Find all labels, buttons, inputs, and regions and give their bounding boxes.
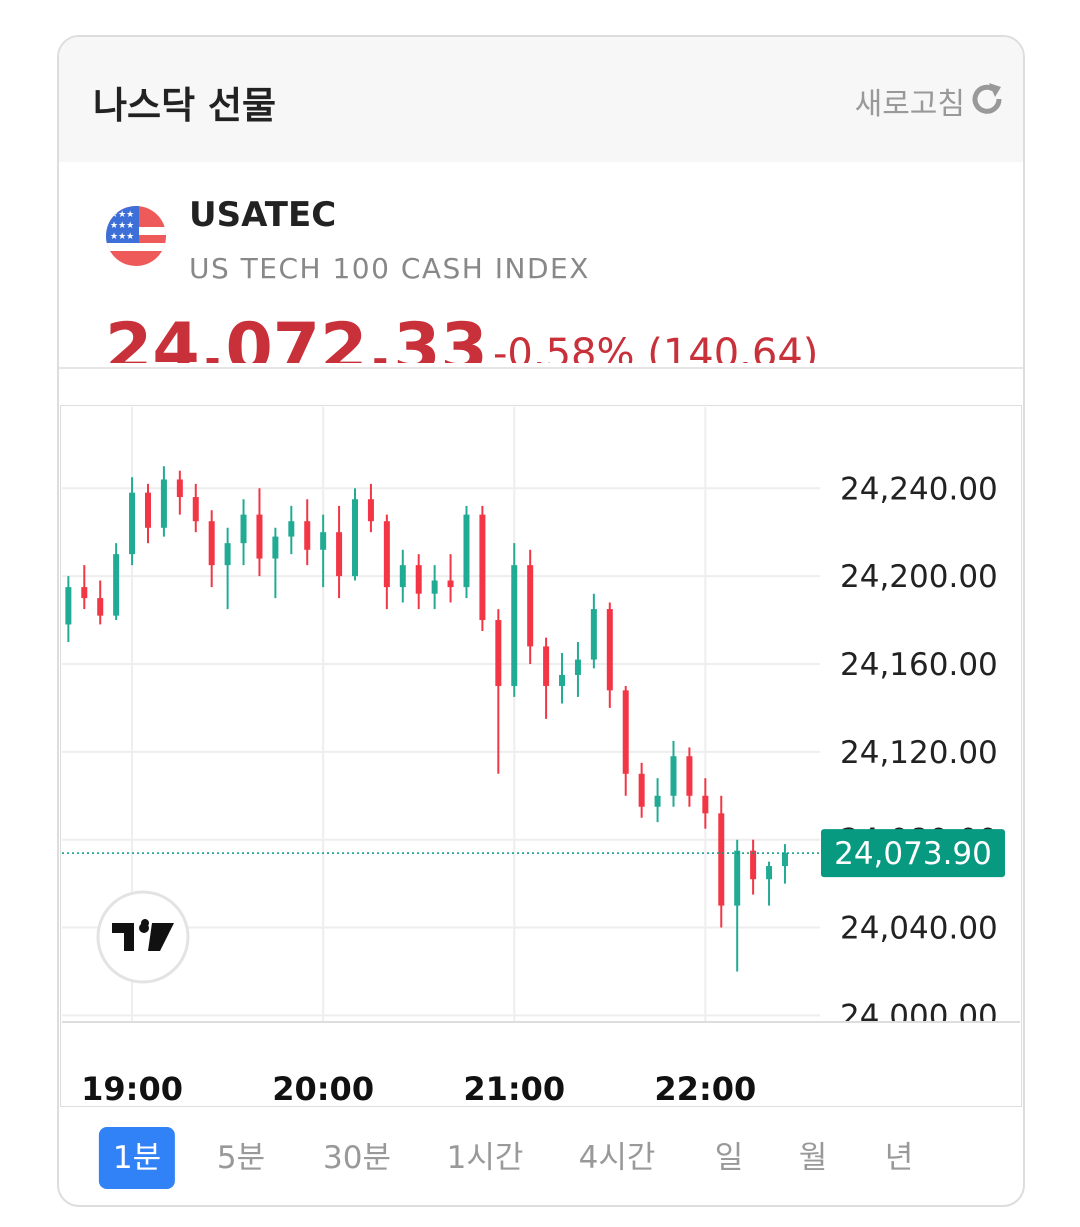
candle-body [781, 852, 788, 867]
logo-circle [96, 890, 190, 984]
candle-body [160, 479, 167, 528]
timeframe-button[interactable]: 1시간 [446, 1140, 524, 1176]
candle-body [367, 499, 374, 522]
header: 나스닥 선물 새로고침 [59, 37, 1023, 162]
candle-body [288, 521, 295, 537]
candle-body [479, 514, 486, 621]
candle-body [272, 536, 279, 559]
symbol: USATEC [189, 195, 337, 235]
flag-icon: ★★★★★★★★★ [106, 206, 166, 266]
candle-body [415, 565, 422, 594]
chart: 19:00 20:00 21:00 22:00 24,000.00 24,040.00 24… [60, 405, 1022, 1107]
candle-body [144, 492, 151, 528]
tradingview-logo [96, 890, 190, 984]
candle-body [495, 620, 502, 686]
candle-body [224, 543, 231, 566]
chart-frame [60, 405, 1022, 1107]
price-change: -0.58% (140.64) [493, 331, 819, 363]
x-tick-label: 20:00 [272, 1070, 374, 1107]
svg-text:★★★: ★★★ [110, 210, 134, 220]
candle-body [431, 580, 438, 594]
candle-body [192, 497, 199, 522]
timeframe-button[interactable]: 5분 [216, 1140, 266, 1176]
candle-body [129, 492, 136, 555]
price-row: 24,072.33 -0.58% (140.64) [59, 307, 1023, 363]
candle-body [718, 813, 725, 906]
candle-body [606, 609, 613, 691]
candle-body [543, 646, 550, 686]
candle-body [734, 850, 741, 906]
candle-body [113, 554, 120, 616]
x-tick-label: 22:00 [654, 1070, 756, 1107]
y-tick-label: 24,240.00 [840, 471, 998, 507]
y-tick-label: 24,160.00 [840, 647, 998, 683]
svg-text:★★★: ★★★ [110, 221, 134, 231]
candle-body [304, 521, 311, 550]
candles [65, 466, 788, 972]
candle-body [654, 795, 661, 807]
candle-body [97, 598, 104, 616]
x-tick-label: 21:00 [463, 1070, 565, 1107]
logo-dot [139, 923, 149, 933]
candle-body [750, 850, 757, 880]
candle-body [527, 565, 534, 647]
card: 나스닥 선물 새로고침 ★★★ ★★★ ★★★ USATEC US TECH 100… [57, 35, 1025, 1207]
svg-text:★★★: ★★★ [110, 232, 134, 242]
title: 나스닥 선물 [93, 84, 277, 127]
candle-body [463, 514, 470, 588]
logo-mark [112, 919, 174, 951]
timeframe-button[interactable]: 일 [714, 1140, 744, 1176]
x-tick-label: 19:00 [81, 1070, 183, 1107]
candle-body [352, 499, 359, 577]
candle-body [336, 532, 343, 577]
y-tick-label: 24,120.00 [840, 735, 998, 771]
candle-body [320, 532, 327, 550]
candle-body [256, 514, 263, 559]
candle-body [399, 565, 406, 588]
y-tick-label: 24,200.00 [840, 559, 998, 595]
candle-body [81, 587, 88, 599]
candle-body [686, 756, 693, 796]
last-price-box [821, 829, 1005, 878]
candle-body [65, 587, 72, 625]
divider [59, 367, 1023, 369]
timeframe-button[interactable]: 년 [884, 1140, 914, 1176]
timeframe-button[interactable]: 4시간 [578, 1140, 656, 1176]
candle-body [176, 479, 183, 498]
price: 24,072.33 [105, 309, 488, 363]
timeframe-bar: 1분 5분 30분 1시간 4시간 일 월 년 [59, 1109, 1023, 1205]
timeframe-button[interactable]: 1분 [98, 1127, 176, 1189]
candle-body [511, 565, 518, 686]
candle-body [590, 609, 597, 660]
y-tick-label: 24,000.00 [840, 998, 998, 1034]
instrument-name: US TECH 100 CASH INDEX [189, 252, 590, 285]
candle-body [622, 690, 629, 774]
candle-body [766, 866, 773, 880]
candle-body [702, 795, 709, 814]
candle-body [638, 773, 645, 807]
candle-body [447, 580, 454, 588]
candle-body [383, 521, 390, 588]
candle-body [208, 521, 215, 566]
refresh-label[interactable]: 새로고침 [854, 87, 965, 122]
candle-body [240, 514, 247, 544]
last-price-label: 24,073.90 [834, 836, 992, 872]
refresh-icon[interactable] [967, 79, 1007, 119]
candle-body [559, 674, 566, 686]
candle-body [670, 756, 677, 796]
timeframe-button[interactable]: 30분 [323, 1140, 391, 1176]
timeframe-button[interactable]: 월 [798, 1140, 828, 1176]
y-tick-label: 24,040.00 [840, 911, 998, 947]
candle-body [574, 659, 581, 675]
